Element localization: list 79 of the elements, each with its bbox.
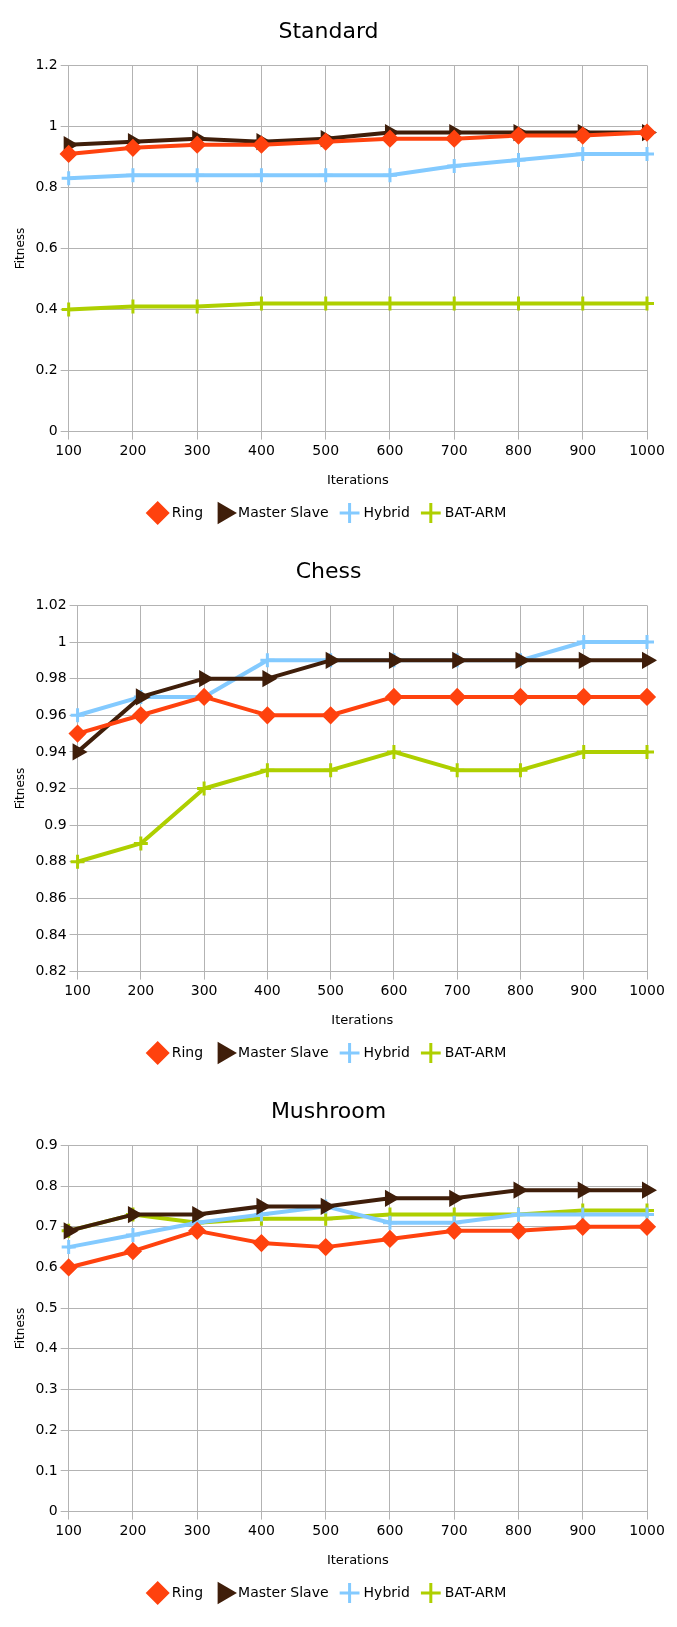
legend-label: Hybrid — [363, 1583, 410, 1600]
y-tick-label: 0.96 — [35, 705, 67, 722]
x-tick-label: 300 — [183, 441, 211, 458]
y-tick-label: 1.02 — [35, 596, 67, 613]
y-tick-label: 0.2 — [35, 1420, 58, 1437]
y-tick-label: 0.86 — [35, 889, 67, 905]
x-tick-label: 700 — [443, 981, 471, 998]
x-tick-label: 300 — [183, 1521, 211, 1538]
x-axis-title: Iterations — [326, 1551, 390, 1567]
y-tick-label: 0.84 — [35, 925, 67, 942]
legend-label: Ring — [171, 1583, 204, 1600]
y-tick-label: 1.2 — [35, 56, 58, 73]
x-tick-label: 400 — [248, 441, 275, 458]
x-tick-label: 1000 — [629, 981, 665, 998]
y-tick-label: 0.2 — [35, 361, 58, 378]
y-tick-label: 0.98 — [35, 669, 67, 686]
y-tick-label: 1 — [57, 632, 67, 649]
y-tick-label: 0.8 — [35, 178, 58, 195]
x-tick-label: 900 — [570, 981, 598, 998]
x-tick-label: 700 — [440, 441, 468, 458]
x-tick-label: 200 — [119, 1521, 147, 1538]
x-axis-title: Iterations — [326, 471, 390, 487]
y-axis-title: Fitness — [13, 767, 28, 810]
y-tick-label: 0.4 — [35, 300, 58, 317]
x-tick-label: 400 — [254, 981, 281, 998]
legend-label: Ring — [171, 503, 204, 520]
y-tick-label: 0.6 — [35, 1258, 58, 1275]
legend-label: BAT-ARM — [444, 503, 507, 520]
y-tick-label: 0.92 — [35, 779, 67, 796]
y-tick-label: 0.3 — [35, 1380, 58, 1397]
legend-label: Master Slave — [238, 1043, 329, 1060]
x-tick-label: 200 — [119, 441, 147, 458]
legend-label: BAT-ARM — [444, 1043, 507, 1060]
x-tick-label: 400 — [248, 1521, 275, 1538]
y-tick-label: 1 — [48, 117, 58, 134]
x-tick-label: 800 — [505, 441, 532, 458]
y-tick-label: 0.88 — [35, 852, 67, 869]
y-tick-label: 0.94 — [35, 742, 67, 759]
y-axis-title: Fitness — [13, 227, 28, 270]
y-axis-title: Fitness — [13, 1307, 28, 1350]
y-tick-label: 0 — [48, 1502, 58, 1519]
legend-label: BAT-ARM — [444, 1583, 507, 1600]
chart-title: Standard — [278, 17, 379, 43]
x-tick-label: 100 — [55, 441, 83, 458]
x-tick-label: 200 — [127, 981, 155, 998]
legend-label: Master Slave — [238, 503, 329, 520]
x-tick-label: 700 — [440, 1521, 468, 1538]
legend-label: Master Slave — [238, 1583, 329, 1600]
y-tick-label: 0.9 — [44, 815, 67, 832]
x-tick-label: 500 — [312, 1521, 340, 1538]
x-tick-label: 100 — [55, 1521, 83, 1538]
x-tick-label: 600 — [376, 1521, 404, 1538]
x-tick-label: 500 — [317, 981, 345, 998]
x-tick-label: 900 — [569, 1521, 597, 1538]
x-tick-label: 600 — [376, 441, 404, 458]
x-tick-label: 500 — [312, 441, 340, 458]
x-tick-label: 100 — [64, 981, 91, 998]
x-tick-label: 800 — [507, 981, 534, 998]
y-tick-label: 0.82 — [35, 962, 67, 979]
y-tick-label: 0.9 — [35, 1136, 58, 1153]
y-tick-label: 0.8 — [35, 1176, 58, 1193]
x-tick-label: 900 — [569, 441, 597, 458]
y-tick-label: 0 — [48, 422, 58, 439]
chart-title: Mushroom — [270, 1097, 387, 1123]
legend-label: Ring — [171, 1043, 204, 1060]
legend-label: Hybrid — [363, 1043, 410, 1060]
y-tick-label: 0.5 — [35, 1298, 58, 1315]
y-tick-label: 0.6 — [35, 239, 58, 256]
x-tick-label: 600 — [380, 981, 408, 998]
y-tick-label: 0.1 — [35, 1461, 58, 1478]
x-axis-title: Iterations — [331, 1011, 394, 1027]
y-tick-label: 0.4 — [35, 1339, 58, 1356]
x-tick-label: 300 — [190, 981, 218, 998]
x-tick-label: 1000 — [629, 1521, 665, 1538]
x-tick-label: 800 — [505, 1521, 532, 1538]
chart-title: Chess — [295, 557, 362, 583]
y-tick-label: 0.7 — [35, 1217, 58, 1234]
x-tick-label: 1000 — [629, 441, 665, 458]
legend-label: Hybrid — [363, 503, 410, 520]
